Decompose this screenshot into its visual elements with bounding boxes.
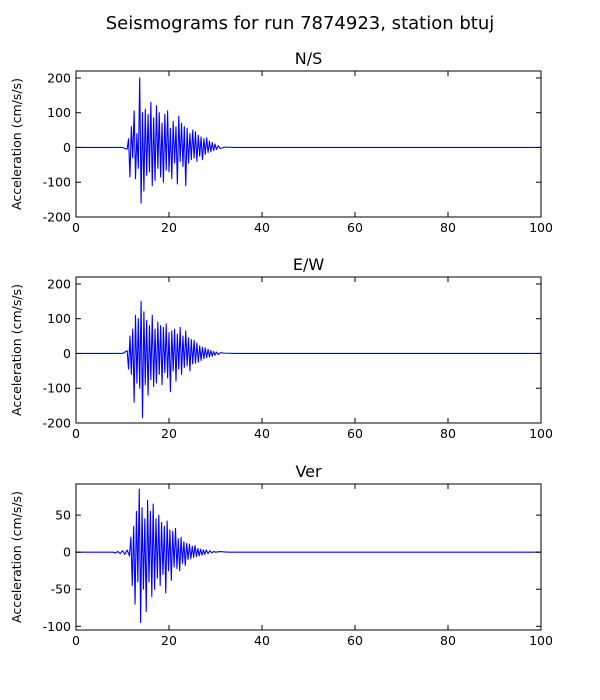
y-tick-label: -100 — [43, 381, 71, 396]
y-tick-label: -200 — [43, 210, 71, 225]
y-tick-label: 0 — [63, 140, 71, 155]
x-tick-label: 60 — [347, 220, 363, 235]
panel-ew: E/W 0 20 40 60 80 100 -200 -100 0 100 200 Accelerati… — [9, 255, 553, 441]
y-tick-label: -200 — [43, 416, 71, 431]
series-line — [76, 488, 541, 624]
y-tick-label: -50 — [51, 582, 71, 597]
axes-frame — [75, 70, 542, 218]
y-tick-label: 200 — [47, 70, 71, 85]
x-tick-label: 0 — [72, 220, 80, 235]
y-tick-label: -100 — [43, 175, 71, 190]
panel-title: E/W — [293, 255, 325, 274]
y-tick-label: -100 — [43, 619, 71, 634]
panel-title: Ver — [295, 462, 322, 481]
y-tick-label: 100 — [47, 105, 71, 120]
series-line — [76, 300, 541, 419]
panel-ver: Ver 0 20 40 60 80 100 -100 -50 0 50 Acceleration (c… — [9, 462, 553, 648]
x-tick-label: 20 — [161, 220, 177, 235]
x-tick-label: 40 — [254, 633, 270, 648]
y-tick-label: 0 — [63, 545, 71, 560]
x-tick-label: 0 — [72, 633, 80, 648]
x-tick-label: 100 — [529, 633, 553, 648]
y-axis-label: Acceleration (cm/s/s) — [9, 284, 24, 416]
x-tick-label: 100 — [529, 220, 553, 235]
axes-frame — [75, 483, 542, 631]
figure-title: Seismograms for run 7874923, station btu… — [106, 13, 495, 34]
y-tick-label: 0 — [63, 346, 71, 361]
x-tick-label: 80 — [440, 220, 456, 235]
y-tick-label: 50 — [55, 508, 71, 523]
x-tick-label: 60 — [347, 633, 363, 648]
y-tick-label: 200 — [47, 276, 71, 291]
x-tick-label: 40 — [254, 220, 270, 235]
x-tick-label: 100 — [529, 426, 553, 441]
panel-title: N/S — [295, 49, 323, 68]
series-line — [76, 77, 541, 204]
panel-ns: N/S 0 20 40 60 80 100 -200 -100 0 100 200 Accelerati… — [9, 49, 553, 235]
x-tick-label: 20 — [161, 633, 177, 648]
y-tick-label: 100 — [47, 311, 71, 326]
y-axis-label: Acceleration (cm/s/s) — [9, 78, 24, 210]
x-tick-label: 0 — [72, 426, 80, 441]
x-tick-label: 60 — [347, 426, 363, 441]
x-tick-label: 80 — [440, 633, 456, 648]
y-axis-label: Acceleration (cm/s/s) — [9, 491, 24, 623]
x-tick-label: 40 — [254, 426, 270, 441]
x-tick-label: 80 — [440, 426, 456, 441]
x-tick-label: 20 — [161, 426, 177, 441]
axes-frame — [75, 276, 542, 424]
